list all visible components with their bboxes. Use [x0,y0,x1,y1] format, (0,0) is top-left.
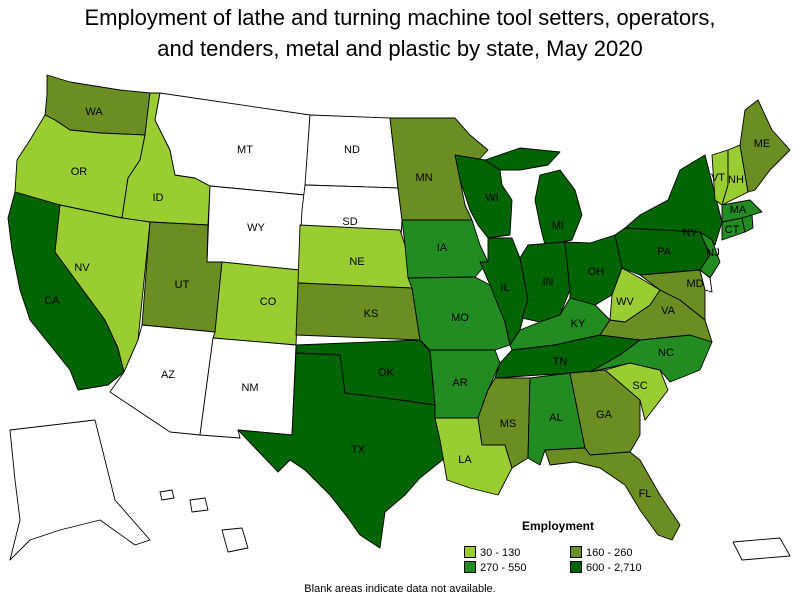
state-label-wa: WA [85,106,103,118]
legend-label: 30 - 130 [480,547,521,559]
state-label-in: IN [543,276,554,288]
state-label-wy: WY [247,222,265,234]
state-ri [741,214,754,233]
state-mi [484,147,583,246]
state-label-mo: MO [451,312,469,324]
state-fl [544,447,681,541]
state-label-la: LA [458,454,472,466]
state-label-fl: FL [639,488,652,500]
legend-title: Employment [522,519,595,533]
legend-swatch [464,546,476,558]
state-me [739,99,791,193]
blank-areas-note: Blank areas indicate data not available. [304,583,496,595]
state-label-nd: ND [344,144,360,156]
state-label-ks: KS [364,308,379,320]
state-label-az: AZ [161,369,175,381]
state-label-mt: MT [237,144,253,156]
state-label-mi: MI [552,220,564,232]
state-mn [389,117,489,221]
legend-label: 600 - 2,710 [586,562,642,574]
state-label-nc: NC [658,347,674,359]
state-label-nh: NH [728,174,744,186]
legend-label: 270 - 550 [480,562,527,574]
legend-item-270-550: 270 - 550 [464,561,526,575]
state-label-ct: CT [725,224,740,236]
state-label-oh: OH [588,266,605,278]
state-label-mn: MN [415,172,432,184]
state-label-wv: WV [616,296,634,308]
state-label-ky: KY [571,318,586,330]
state-label-ar: AR [452,377,467,389]
state-label-nj: NJ [706,247,719,259]
state-tx [237,352,446,549]
state-label-pa: PA [657,246,672,258]
state-label-wi: WI [485,192,498,204]
state-label-ga: GA [596,409,613,421]
state-mo [407,276,511,351]
state-label-nm: NM [241,382,258,394]
state-label-ma: MA [730,204,747,216]
map-title-line-1: Employment of lathe and turning machine … [84,5,716,30]
state-de [699,269,713,293]
legend-label: 160 - 260 [586,547,633,559]
state-label-vt: VT [711,172,725,184]
state-ak [9,419,151,561]
state-label-ok: OK [378,367,395,379]
state-label-id: ID [153,192,164,204]
state-label-ut: UT [175,279,190,291]
state-label-ia: IA [437,242,448,254]
legend-item-160-260: 160 - 260 [570,546,632,560]
state-label-me: ME [754,138,771,150]
state-label-va: VA [661,305,676,317]
state-label-sd: SD [342,216,357,228]
state-ia [401,219,489,279]
state-label-md: MD [686,278,703,290]
legend-item-30-130: 30 - 130 [464,546,520,560]
state-label-or: OR [71,166,88,178]
state-nh [721,144,749,206]
state-label-tn: TN [553,356,568,368]
state-ks [295,282,421,341]
legend-swatch [464,561,476,573]
state-pr [732,537,791,561]
state-label-sc: SC [632,380,647,392]
state-co [212,261,301,346]
state-hi [159,489,249,553]
map-title: Employment of lathe and turning machine … [0,2,800,64]
state-label-ny: NY [682,227,698,239]
state-label-il: IL [500,282,509,294]
state-label-nv: NV [74,262,90,274]
state-label-co: CO [260,296,277,308]
state-az [109,324,216,436]
map-title-line-2: and tenders, metal and plastic by state,… [157,36,643,61]
state-label-al: AL [549,412,562,424]
legend-item-600-2710: 600 - 2,710 [570,561,642,575]
state-wv [609,267,661,323]
legend-swatch [570,546,582,558]
legend-swatch [570,561,582,573]
state-label-tx: TX [351,444,366,456]
state-label-ms: MS [500,418,517,430]
state-label-ca: CA [44,295,60,307]
state-label-ne: NE [349,256,364,268]
